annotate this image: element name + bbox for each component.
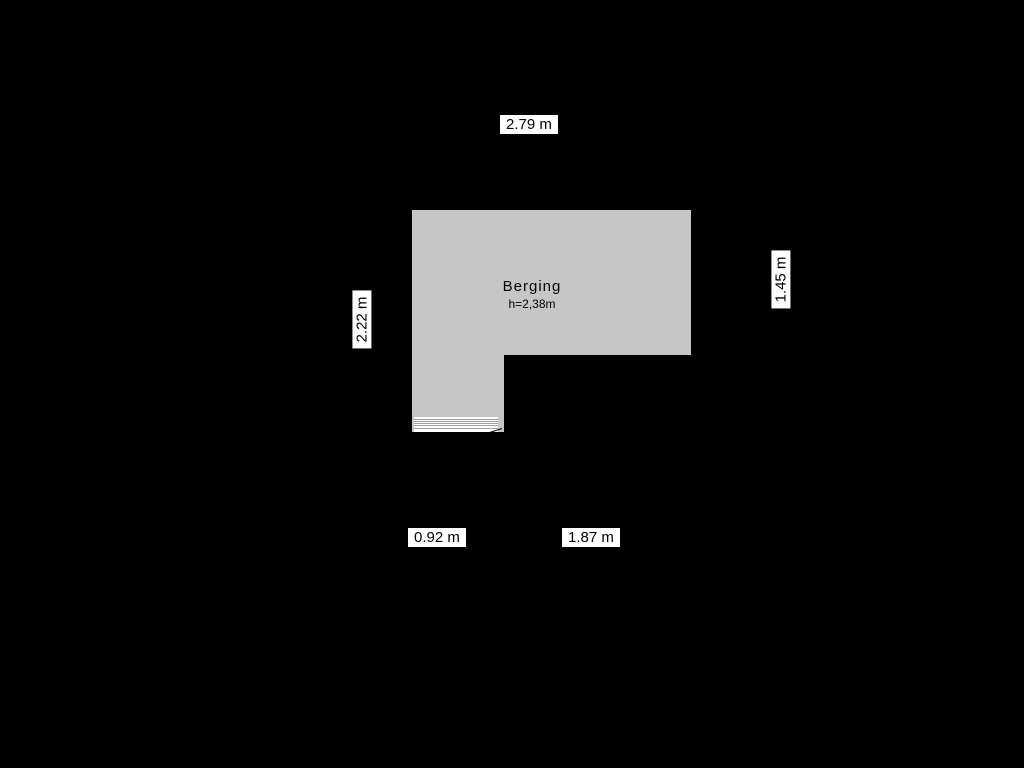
wall-left: [405, 203, 412, 439]
tick-dot: [493, 122, 497, 126]
room-label: Berging h=2,38m: [452, 278, 612, 311]
door-hatch-3: [414, 423, 498, 424]
tick-dot: [555, 535, 559, 539]
door-hatch-5: [414, 428, 498, 429]
wall-top: [405, 203, 698, 210]
wall-bottom: [405, 432, 511, 439]
dim-bottom-left: 0.92 m: [408, 528, 466, 547]
room-height-label: h=2,38m: [452, 297, 612, 311]
dim-right-height: 1.45 m: [771, 251, 790, 309]
dim-left-height: 2.22 m: [352, 291, 371, 349]
room-name: Berging: [452, 278, 612, 295]
door-hatch-2: [414, 421, 498, 422]
wall-right: [691, 203, 698, 362]
door-hatch-1: [414, 419, 498, 420]
wall-step-h: [504, 355, 698, 362]
tick-dot: [620, 535, 624, 539]
tick-dot: [558, 122, 562, 126]
tick-dot: [466, 535, 470, 539]
door-hatch-4: [414, 425, 498, 426]
floorplan-stage: Berging h=2,38m 2.79 m 1.45 m 2.22 m 0.9…: [0, 0, 1024, 768]
tick-dot: [401, 535, 405, 539]
dim-bottom-right: 1.87 m: [562, 528, 620, 547]
dim-top-width: 2.79 m: [500, 115, 558, 134]
wall-step-v: [504, 355, 511, 439]
